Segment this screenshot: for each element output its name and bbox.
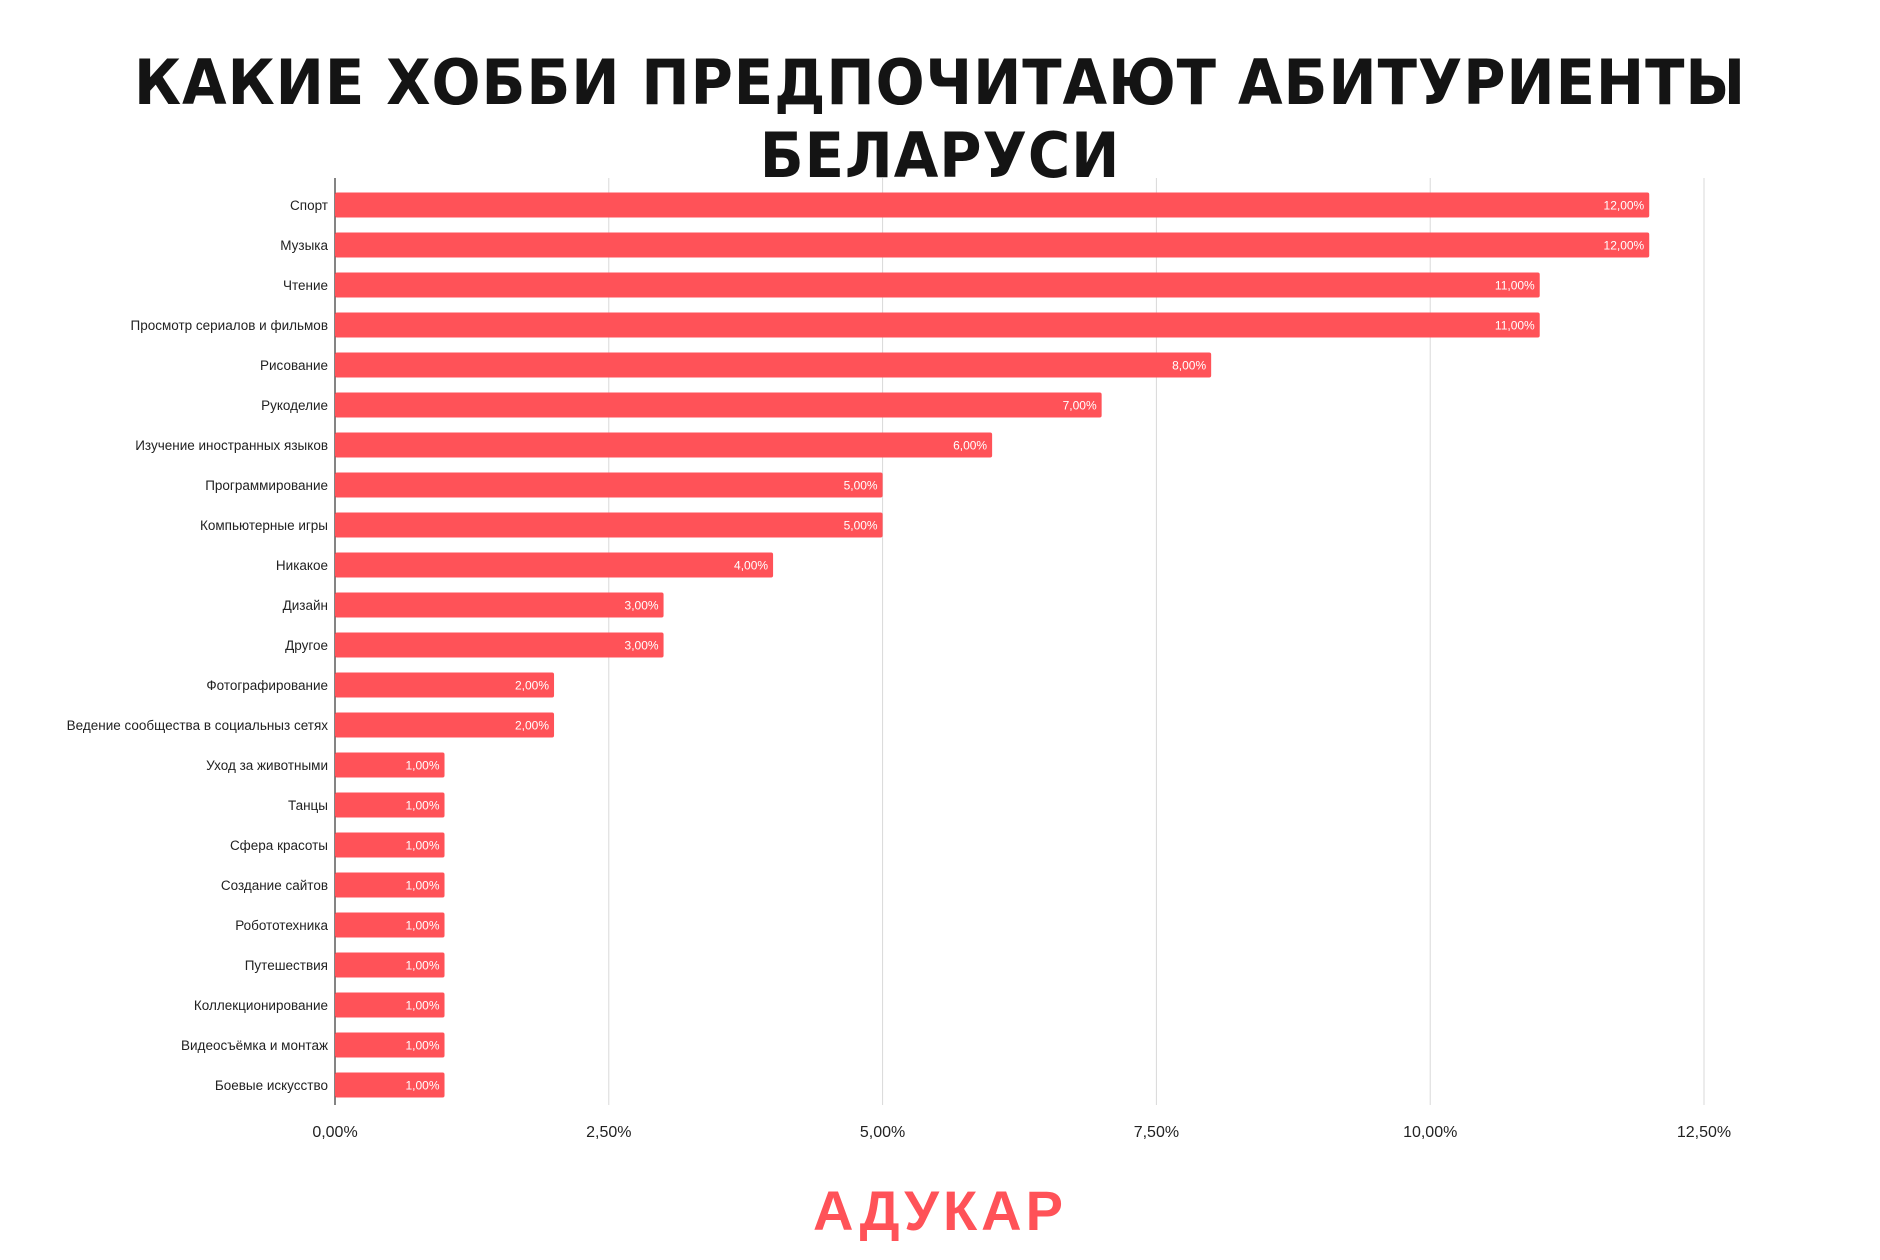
bar	[335, 352, 1212, 378]
bar	[335, 472, 883, 498]
category-label: Путешествия	[245, 958, 328, 973]
bar	[335, 1032, 445, 1058]
value-label: 3,00%	[625, 599, 659, 613]
bar	[335, 632, 664, 658]
category-label: Танцы	[288, 798, 328, 813]
value-label: 11,00%	[1495, 279, 1535, 293]
value-label: 4,00%	[734, 559, 768, 573]
bar	[335, 992, 445, 1018]
category-label: Ведение сообщества в социальныз сетях	[67, 718, 329, 733]
adukar-logo: АДУКАР	[813, 1179, 1067, 1242]
value-label: 7,00%	[1063, 399, 1097, 413]
value-label: 11,00%	[1495, 319, 1535, 333]
value-label: 1,00%	[405, 999, 439, 1013]
category-label: Программирование	[205, 478, 328, 493]
bar	[335, 712, 555, 738]
category-label: Изучение иностранных языков	[135, 438, 328, 453]
category-label: Спорт	[290, 198, 328, 213]
value-label: 1,00%	[405, 759, 439, 773]
bar	[335, 672, 555, 698]
category-label: Создание сайтов	[221, 878, 328, 893]
x-tick-label: 12,50%	[1677, 1124, 1731, 1141]
x-tick-label: 5,00%	[860, 1124, 905, 1141]
value-label: 8,00%	[1172, 359, 1206, 373]
bar	[335, 592, 664, 618]
bar	[335, 392, 1102, 418]
x-tick-label: 2,50%	[586, 1124, 631, 1141]
category-label: Чтение	[283, 278, 328, 293]
value-label: 6,00%	[953, 439, 987, 453]
category-label: Сфера красоты	[230, 838, 328, 853]
category-label: Просмотр сериалов и фильмов	[131, 318, 329, 333]
value-label: 5,00%	[844, 519, 878, 533]
bar	[335, 1072, 445, 1098]
x-tick-label: 0,00%	[312, 1124, 357, 1141]
value-label: 2,00%	[515, 679, 549, 693]
x-tick-label: 7,50%	[1134, 1124, 1179, 1141]
category-label: Рисование	[260, 358, 328, 373]
category-label: Музыка	[280, 238, 328, 253]
category-label: Никакое	[276, 558, 328, 573]
value-label: 1,00%	[405, 839, 439, 853]
category-label: Фотографирование	[206, 678, 328, 693]
bar	[335, 912, 445, 938]
value-label: 12,00%	[1604, 199, 1645, 213]
bar	[335, 832, 445, 858]
bar	[335, 872, 445, 898]
bar	[335, 312, 1540, 338]
bar	[335, 192, 1650, 218]
value-label: 1,00%	[405, 1079, 439, 1093]
category-label: Рукоделие	[261, 398, 328, 413]
bar	[335, 552, 774, 578]
value-label: 1,00%	[405, 959, 439, 973]
x-tick-label: 10,00%	[1403, 1124, 1457, 1141]
bar	[335, 792, 445, 818]
value-label: 1,00%	[405, 1039, 439, 1053]
bar	[335, 432, 993, 458]
value-label: 2,00%	[515, 719, 549, 733]
category-label: Боевые искусство	[215, 1078, 328, 1093]
bar	[335, 952, 445, 978]
value-label: 1,00%	[405, 799, 439, 813]
bar	[335, 232, 1650, 258]
value-label: 1,00%	[405, 879, 439, 893]
value-label: 5,00%	[844, 479, 878, 493]
value-label: 12,00%	[1604, 239, 1645, 253]
category-label: Компьютерные игры	[200, 518, 328, 533]
value-label: 1,00%	[405, 919, 439, 933]
category-label: Другое	[285, 638, 328, 653]
bar	[335, 752, 445, 778]
bar	[335, 272, 1540, 298]
category-label: Робототехника	[235, 918, 328, 933]
category-label: Дизайн	[283, 598, 328, 613]
chart-title: КАКИЕ ХОББИ ПРЕДПОЧИТАЮТ АБИТУРИЕНТЫ БЕЛ…	[133, 46, 1747, 192]
value-label: 3,00%	[625, 639, 659, 653]
category-label: Видеосъёмка и монтаж	[181, 1038, 328, 1053]
category-label: Уход за животными	[206, 758, 328, 773]
category-label: Коллекционирование	[194, 998, 328, 1013]
bar	[335, 512, 883, 538]
